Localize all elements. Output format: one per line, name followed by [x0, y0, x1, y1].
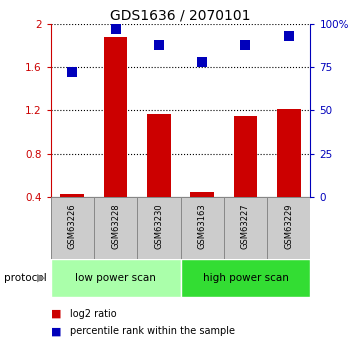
Bar: [94, 197, 137, 259]
Bar: [234, 116, 257, 197]
Bar: [190, 193, 214, 197]
Text: ■: ■: [51, 326, 61, 336]
Point: [69, 70, 75, 75]
Bar: [147, 114, 171, 197]
Text: ▶: ▶: [37, 273, 46, 283]
Point: [199, 59, 205, 65]
Text: GSM63230: GSM63230: [155, 204, 163, 249]
Text: log2 ratio: log2 ratio: [70, 309, 117, 319]
Text: protocol: protocol: [4, 273, 46, 283]
Point: [243, 42, 248, 48]
Text: high power scan: high power scan: [203, 273, 288, 283]
Point: [286, 33, 292, 39]
Bar: [180, 259, 310, 297]
Text: GSM63226: GSM63226: [68, 204, 77, 249]
Bar: [180, 197, 224, 259]
Bar: [51, 259, 180, 297]
Title: GDS1636 / 2070101: GDS1636 / 2070101: [110, 9, 251, 23]
Text: percentile rank within the sample: percentile rank within the sample: [70, 326, 235, 336]
Bar: [267, 197, 310, 259]
Text: GSM63229: GSM63229: [284, 204, 293, 249]
Point: [113, 27, 118, 32]
Bar: [224, 197, 267, 259]
Text: low power scan: low power scan: [75, 273, 156, 283]
Point: [156, 42, 162, 48]
Bar: [137, 197, 180, 259]
Text: GSM63228: GSM63228: [111, 204, 120, 249]
Bar: [104, 37, 127, 197]
Bar: [277, 109, 301, 197]
Bar: [60, 195, 84, 197]
Text: GSM63163: GSM63163: [198, 204, 206, 249]
Text: GSM63227: GSM63227: [241, 204, 250, 249]
Text: ■: ■: [51, 309, 61, 319]
Bar: [51, 197, 94, 259]
